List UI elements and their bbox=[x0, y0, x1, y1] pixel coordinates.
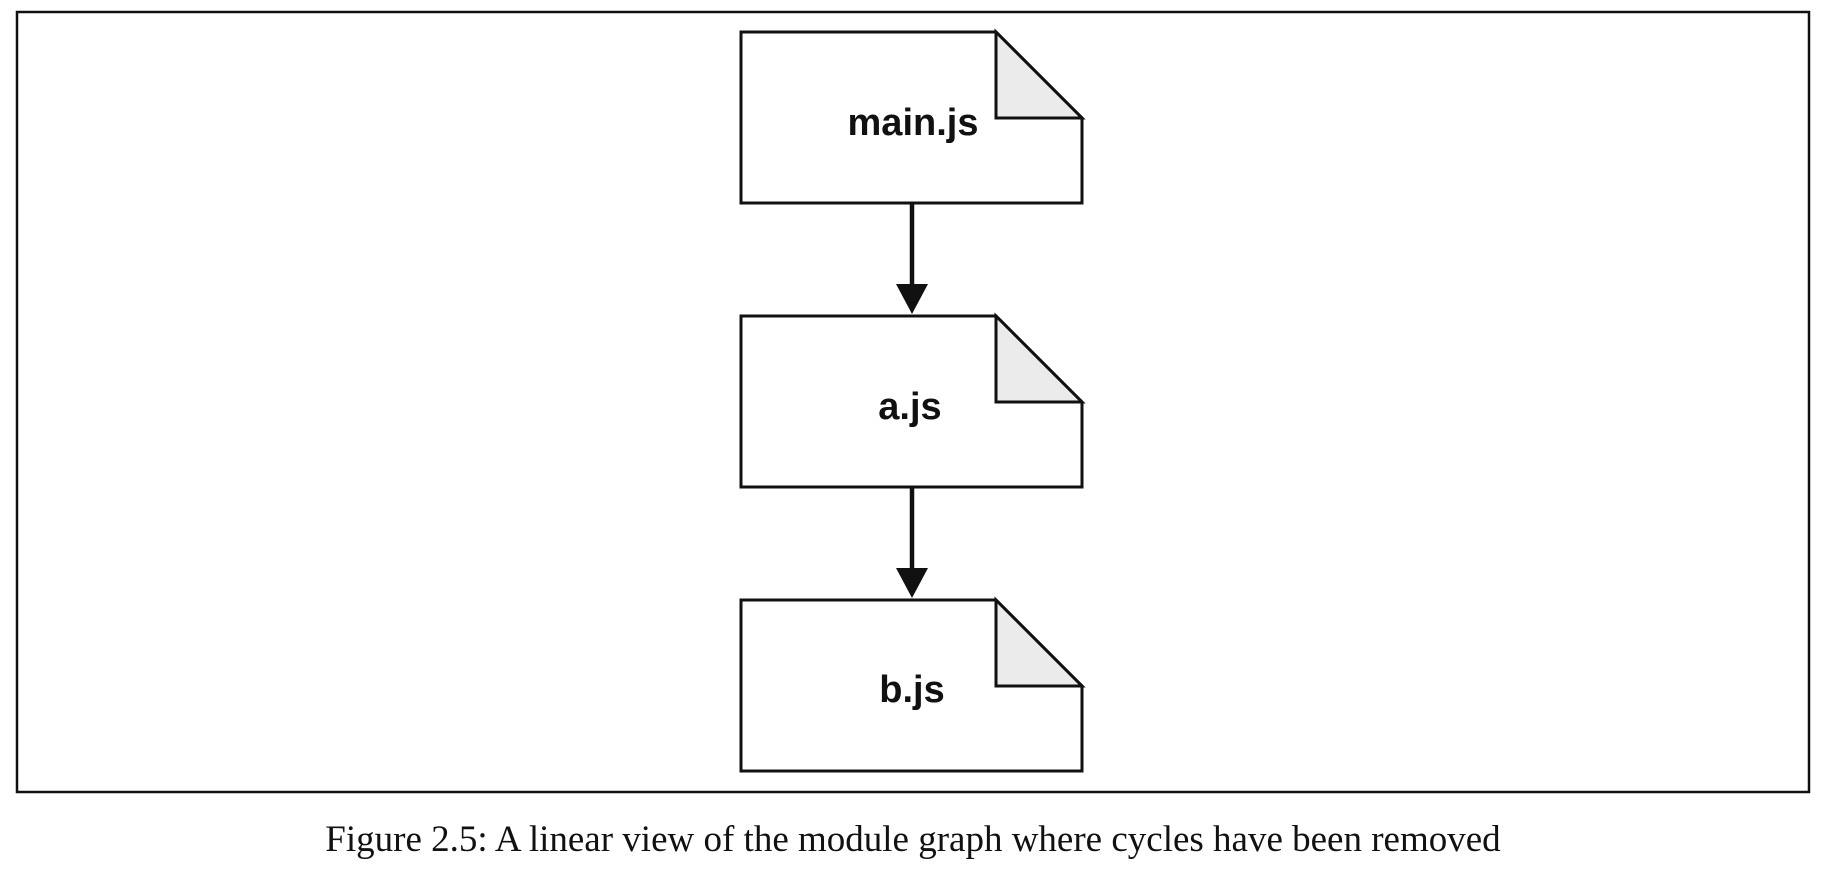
node-a-js: a.js bbox=[739, 312, 1086, 489]
diagram-canvas: main.js a.js b.js bbox=[15, 10, 1811, 794]
figure-caption: Figure 2.5: A linear view of the module … bbox=[325, 819, 1501, 860]
edge-main-to-a bbox=[896, 203, 928, 314]
node-b-js: b.js bbox=[739, 596, 1086, 773]
node-label-a-js: a.js bbox=[878, 386, 941, 428]
folded-corner-icon bbox=[994, 312, 1086, 404]
node-label-main-js: main.js bbox=[848, 102, 979, 144]
node-main-js: main.js bbox=[739, 28, 1086, 205]
folded-corner-icon bbox=[994, 28, 1086, 120]
node-label-b-js: b.js bbox=[879, 669, 944, 711]
edge-a-to-b bbox=[896, 487, 928, 598]
arrowhead-icon bbox=[896, 568, 928, 598]
folded-corner-icon bbox=[994, 596, 1086, 688]
arrowhead-icon bbox=[896, 284, 928, 314]
